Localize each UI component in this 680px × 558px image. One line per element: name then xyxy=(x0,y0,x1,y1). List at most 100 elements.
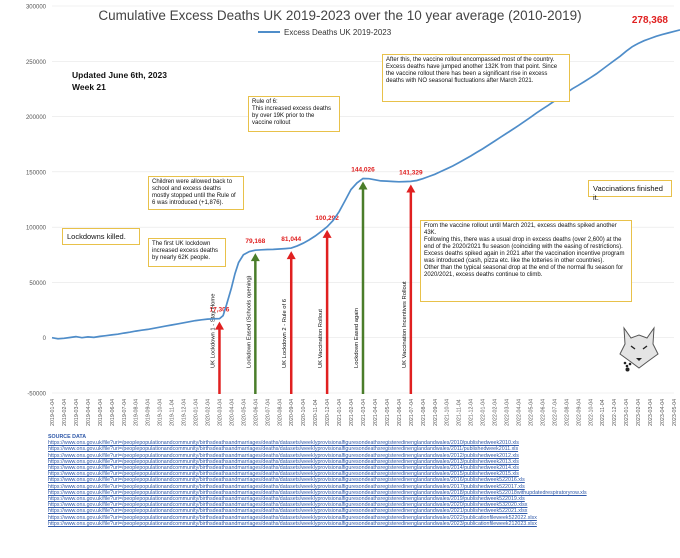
x-tick-label: 2021-06-04 xyxy=(397,399,403,426)
x-tick-label: 2020-01-04 xyxy=(194,399,200,426)
x-tick-label: 2022-12-04 xyxy=(612,399,618,426)
chart-title: Cumulative Excess Deaths UK 2019-2023 ov… xyxy=(98,8,581,23)
marker-label: UK Lockdown 2 - Rule of 6 xyxy=(282,299,288,368)
x-tick-label: 2023-04-04 xyxy=(660,399,666,426)
source-link[interactable]: https://www.ons.gov.uk/file?uri=/peoplep… xyxy=(48,452,519,459)
y-tick-label: 100000 xyxy=(26,226,47,232)
x-tick-label: 2019-04-04 xyxy=(86,399,92,426)
annotation-rule-of-6: Rule of 6: This increased excess deaths … xyxy=(248,96,340,132)
y-tick-label: 250000 xyxy=(26,60,47,66)
y-tick-label: 150000 xyxy=(26,170,47,176)
final-value-label: 278,368 xyxy=(632,15,669,26)
annotation-children-school: Children were allowed back to school and… xyxy=(148,176,244,210)
x-tick-label: 2020-10-04 xyxy=(301,399,307,426)
x-tick-label: 2022-04-04 xyxy=(517,399,523,426)
x-tick-label: 2020-04-04 xyxy=(229,399,235,426)
x-tick-label: 2021-02-04 xyxy=(349,399,355,426)
source-link[interactable]: https://www.ons.gov.uk/file?uri=/peoplep… xyxy=(48,477,525,484)
annotation-after-rollout: After this, the vaccine rollout encompas… xyxy=(382,54,570,102)
source-link[interactable]: https://www.ons.gov.uk/file?uri=/peoplep… xyxy=(48,508,528,515)
marker-arrow-head xyxy=(214,321,224,330)
marker-value-label: 141,329 xyxy=(399,169,423,176)
legend-label: Excess Deaths UK 2019-2023 xyxy=(284,28,392,37)
y-tick-label: 200000 xyxy=(26,115,47,121)
marker-label: UK Vaccination Incentives Rollout xyxy=(402,281,408,368)
marker-value-label: 81,044 xyxy=(281,236,301,243)
marker-arrow-head xyxy=(406,184,416,193)
y-tick-label: 0 xyxy=(43,336,47,342)
x-tick-label: 2019-07-04 xyxy=(122,399,128,426)
x-tick-label: 2023-01-04 xyxy=(624,399,630,426)
x-tick-label: 2021-03-04 xyxy=(361,399,367,426)
x-tick-label: 2021-05-04 xyxy=(385,399,391,426)
x-tick-label: 2022-10-04 xyxy=(588,399,594,426)
marker-arrow-head xyxy=(358,181,368,190)
marker-arrow-head xyxy=(322,229,332,238)
x-tick-label: 2020-08-04 xyxy=(277,399,283,426)
x-tick-label: 2022-03-04 xyxy=(505,399,511,426)
marker-label: Lockdown Eased again xyxy=(354,308,360,368)
x-tick-label: 2021-07-04 xyxy=(409,399,415,426)
source-link[interactable]: https://www.ons.gov.uk/file?uri=/peoplep… xyxy=(48,471,519,478)
x-tick-label: 2019-02-04 xyxy=(62,399,68,426)
x-tick-label: 2021-11-04 xyxy=(457,399,463,426)
x-tick-label: 2019-08-04 xyxy=(134,399,140,426)
x-tick-label: 2020-11-04 xyxy=(313,399,319,426)
source-link[interactable]: https://www.ons.gov.uk/file?uri=/peoplep… xyxy=(48,502,528,509)
x-tick-label: 2020-05-04 xyxy=(241,399,247,426)
marker-label: UK Lockdown 1 - Stay Home xyxy=(210,294,216,368)
source-link[interactable]: https://www.ons.gov.uk/file?uri=/peoplep… xyxy=(48,496,525,503)
source-link[interactable]: https://www.ons.gov.uk/file?uri=/peoplep… xyxy=(48,446,519,453)
x-tick-label: 2019-12-04 xyxy=(182,399,188,426)
x-tick-label: 2021-10-04 xyxy=(445,399,451,426)
x-tick-label: 2019-05-04 xyxy=(98,399,104,426)
x-tick-label: 2021-12-04 xyxy=(469,399,475,426)
x-tick-label: 2022-07-04 xyxy=(552,399,558,426)
source-link[interactable]: https://www.ons.gov.uk/file?uri=/peoplep… xyxy=(48,483,525,490)
y-tick-label: 50000 xyxy=(29,281,46,287)
annotation-lockdowns-killed: Lockdowns killed. xyxy=(62,228,140,245)
x-tick-label: 2019-10-04 xyxy=(158,399,164,426)
annotation-first-lockdown: The first UK lockdown increased excess d… xyxy=(148,238,226,267)
source-link[interactable]: https://www.ons.gov.uk/file?uri=/peoplep… xyxy=(48,465,519,472)
source-link[interactable]: https://www.ons.gov.uk/file?uri=/peoplep… xyxy=(48,514,537,521)
wolf-logo xyxy=(619,326,659,372)
y-tick-label: 300000 xyxy=(26,5,47,11)
x-tick-label: 2019-09-04 xyxy=(146,399,152,426)
updated-label: Updated June 6th, 2023 xyxy=(72,70,167,80)
source-link[interactable]: https://www.ons.gov.uk/file?uri=/peoplep… xyxy=(48,440,519,447)
x-tick-label: 2022-11-04 xyxy=(600,399,606,426)
annotation-vaccinations-finished: Vaccinations finished it. xyxy=(588,180,672,202)
x-tick-label: 2022-05-04 xyxy=(528,399,534,426)
x-tick-label: 2019-03-04 xyxy=(74,399,80,426)
y-tick-label: -50000 xyxy=(27,392,46,398)
annotation-from-rollout: From the vaccine rollout until March 202… xyxy=(420,220,632,302)
source-link[interactable]: https://www.ons.gov.uk/file?uri=/peoplep… xyxy=(48,489,587,496)
x-tick-label: 2021-08-04 xyxy=(421,399,427,426)
x-tick-label: 2019-01-04 xyxy=(50,399,56,426)
x-tick-label: 2020-07-04 xyxy=(265,399,271,426)
x-tick-label: 2020-12-04 xyxy=(325,399,331,426)
marker-label: Lockdown Eased (Schools opening) xyxy=(246,275,252,368)
source-link[interactable]: https://www.ons.gov.uk/file?uri=/peoplep… xyxy=(48,458,519,465)
source-link[interactable]: https://www.ons.gov.uk/file?uri=/peoplep… xyxy=(48,520,537,527)
x-tick-label: 2022-08-04 xyxy=(564,399,570,426)
x-tick-label: 2022-09-04 xyxy=(576,399,582,426)
x-tick-label: 2019-06-04 xyxy=(110,399,116,426)
marker-value-label: 79,168 xyxy=(245,238,265,245)
marker-value-label: 17,306 xyxy=(210,307,230,314)
marker-value-label: 144,026 xyxy=(351,166,375,173)
marker-value-label: 100,292 xyxy=(315,215,339,222)
source-data: SOURCE DATA https://www.ons.gov.uk/file?… xyxy=(48,434,587,527)
marker-arrow-head xyxy=(286,251,296,260)
x-tick-label: 2023-02-04 xyxy=(636,399,642,426)
x-tick-label: 2019-11-04 xyxy=(170,399,176,426)
excess-deaths-line xyxy=(51,29,680,340)
marker-label: UK Vaccination Rollout xyxy=(318,309,324,368)
x-tick-label: 2020-06-04 xyxy=(253,399,259,426)
marker-arrow-head xyxy=(250,253,260,262)
x-tick-label: 2022-06-04 xyxy=(540,399,546,426)
x-tick-label: 2020-02-04 xyxy=(206,399,212,426)
x-tick-label: 2021-04-04 xyxy=(373,399,379,426)
x-tick-label: 2023-03-04 xyxy=(648,399,654,426)
